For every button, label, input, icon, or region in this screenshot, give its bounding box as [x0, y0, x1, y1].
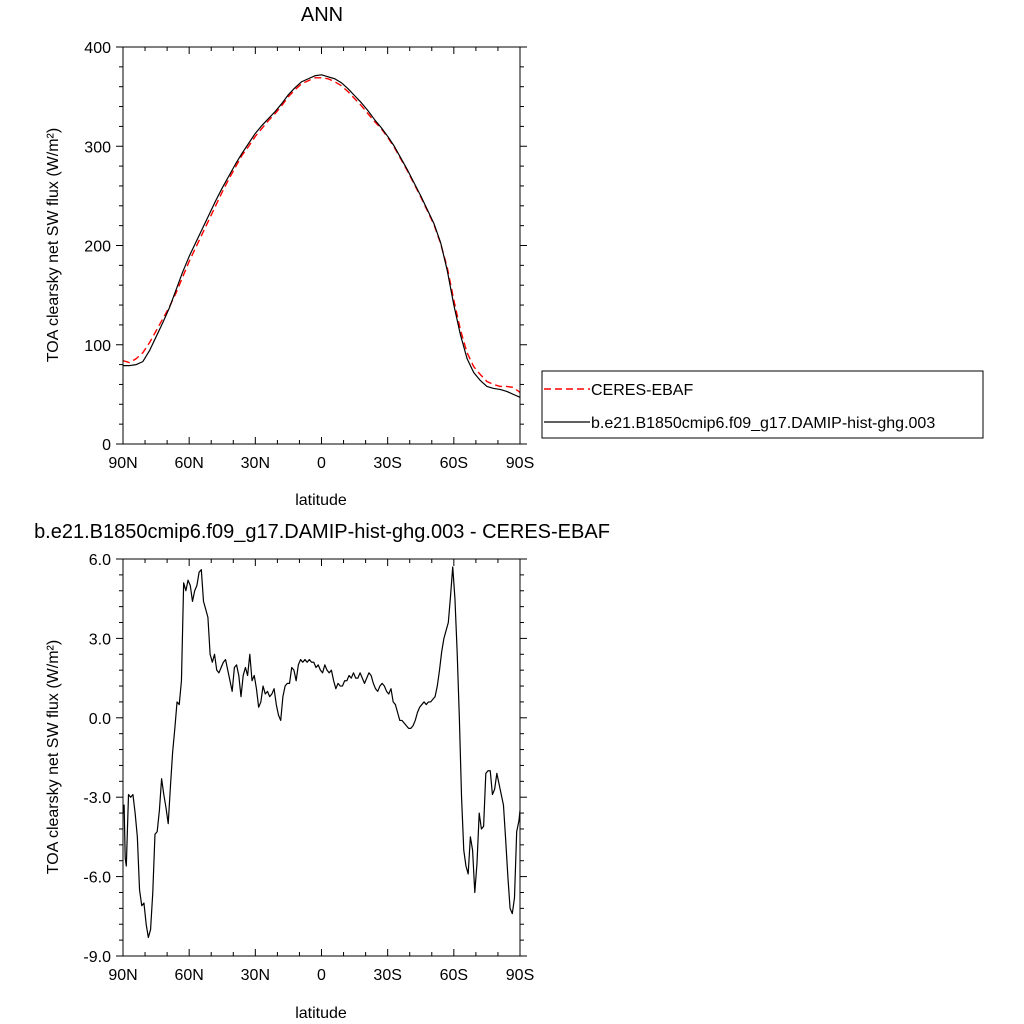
top-chart-title: ANN	[301, 4, 343, 26]
legend: CERES-EBAF b.e21.B1850cmip6.f09_g17.DAMI…	[541, 370, 984, 439]
bottom-series-group	[122, 566, 521, 939]
bottom-y-axis-label: TOA clearsky net SW flux (W/m²)	[45, 640, 62, 874]
bottom-x-tick-label: 90S	[506, 967, 534, 984]
bottom-panel: b.e21.B1850cmip6.f09_g17.DAMIP-hist-ghg.…	[34, 521, 610, 1022]
bottom-y-tick-label: -6.0	[83, 870, 111, 887]
top-y-tick-label: 0	[102, 437, 111, 454]
top-x-tick-label: 90N	[108, 455, 137, 472]
bottom-x-tick-label: 90N	[108, 967, 137, 984]
top-x-axis-label: latitude	[295, 492, 347, 509]
top-y-tick-label: 400	[84, 40, 111, 57]
bottom-chart-title: b.e21.B1850cmip6.f09_g17.DAMIP-hist-ghg.…	[34, 521, 610, 543]
legend-frame	[541, 370, 984, 439]
top-series-group	[122, 74, 521, 398]
legend-label-ceres-ebaf: CERES-EBAF	[591, 382, 693, 399]
bottom-x-tick-label: 60S	[440, 967, 468, 984]
bottom-y-tick-label: -9.0	[83, 949, 111, 966]
top-x-tick-label: 60S	[440, 455, 468, 472]
top-y-tick-label: 100	[84, 338, 111, 355]
bottom-x-axis-label: latitude	[295, 1005, 347, 1022]
bottom-x-tick-label: 30S	[373, 967, 401, 984]
top-series-line-1	[123, 74, 521, 398]
top-y-tick-label: 200	[84, 239, 111, 256]
top-panel: ANN 90N 60N 30N 0 30S 60S 90S 0 100 200 300 400 lat…	[45, 4, 534, 509]
bottom-y-tick-label: -3.0	[83, 790, 111, 807]
bottom-axis-ticks: 90N 60N 30N 0 30S 60S 90S -9.0 -6.0 -3.0 0.0 3.0 6.0	[83, 552, 534, 984]
bottom-x-tick-label: 60N	[174, 967, 203, 984]
top-plot-frame	[122, 46, 521, 445]
top-series-line-0	[122, 77, 521, 393]
bottom-y-tick-label: 0.0	[89, 711, 111, 728]
top-y-axis-label: TOA clearsky net SW flux (W/m²)	[45, 128, 62, 362]
top-y-tick-label: 300	[84, 139, 111, 156]
top-axis-ticks: 90N 60N 30N 0 30S 60S 90S 0 100 200 300 400	[84, 40, 534, 472]
top-x-tick-label: 0	[317, 455, 326, 472]
bottom-y-tick-label: 3.0	[89, 631, 111, 648]
top-x-tick-label: 30N	[241, 455, 270, 472]
legend-label-model: b.e21.B1850cmip6.f09_g17.DAMIP-hist-ghg.…	[591, 415, 935, 432]
bottom-x-tick-label: 30N	[241, 967, 270, 984]
top-x-tick-label: 90S	[506, 455, 534, 472]
top-x-tick-label: 60N	[174, 455, 203, 472]
bottom-x-tick-label: 0	[317, 967, 326, 984]
bottom-series-line-0	[122, 566, 521, 939]
top-x-tick-label: 30S	[373, 455, 401, 472]
bottom-y-tick-label: 6.0	[89, 552, 111, 569]
